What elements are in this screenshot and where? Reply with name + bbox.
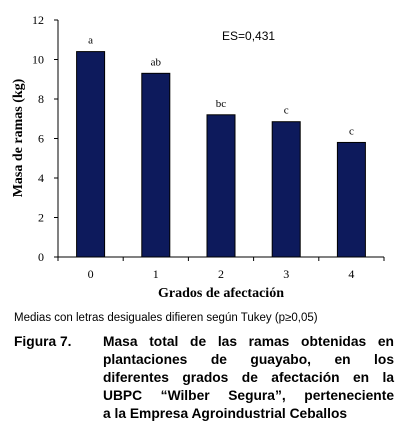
y-tick-label: 2 — [38, 211, 44, 225]
y-tick-label: 12 — [32, 13, 44, 27]
caption-line: a la Empresa Agroindustrial Ceballos — [103, 406, 348, 421]
x-axis-title: Grados de afectación — [158, 286, 284, 301]
caption-line: plantaciones de guayabo, en los — [103, 352, 394, 367]
significance-letter: a — [88, 35, 93, 47]
significance-letter: c — [349, 125, 354, 137]
y-tick-label: 8 — [38, 92, 44, 106]
footnote: Medias con letras desiguales difieren se… — [14, 312, 318, 324]
es-annotation: ES=0,431 — [222, 29, 275, 43]
y-tick-label: 4 — [38, 171, 44, 185]
y-tick-label: 10 — [32, 53, 44, 67]
bar — [206, 114, 236, 258]
bar — [141, 72, 171, 258]
significance-letter: ab — [151, 56, 162, 68]
x-tick-label: 3 — [283, 267, 289, 281]
bar — [271, 121, 301, 258]
y-tick-label: 0 — [38, 250, 44, 264]
caption-line: Masa total de las ramas obtenidas en — [103, 334, 394, 349]
caption-line: UBPC “Wilber Segura”, perteneciente — [103, 388, 394, 403]
x-tick-label: 1 — [153, 267, 159, 281]
significance-letter: c — [284, 105, 289, 117]
caption-line: diferentes grados de afectación en la — [103, 370, 394, 385]
y-tick-label: 6 — [38, 132, 44, 146]
y-axis-title: Masa de ramas (kg) — [11, 78, 26, 197]
figure-caption: Figura 7. Masa total de las ramas obteni… — [14, 333, 394, 423]
bar — [76, 51, 106, 258]
significance-letter: bc — [216, 98, 227, 110]
bar — [336, 141, 366, 258]
x-tick-label: 0 — [88, 267, 94, 281]
x-tick-label: 4 — [348, 267, 354, 281]
caption-label: Figura 7. — [14, 334, 72, 349]
x-tick-label: 2 — [218, 267, 224, 281]
